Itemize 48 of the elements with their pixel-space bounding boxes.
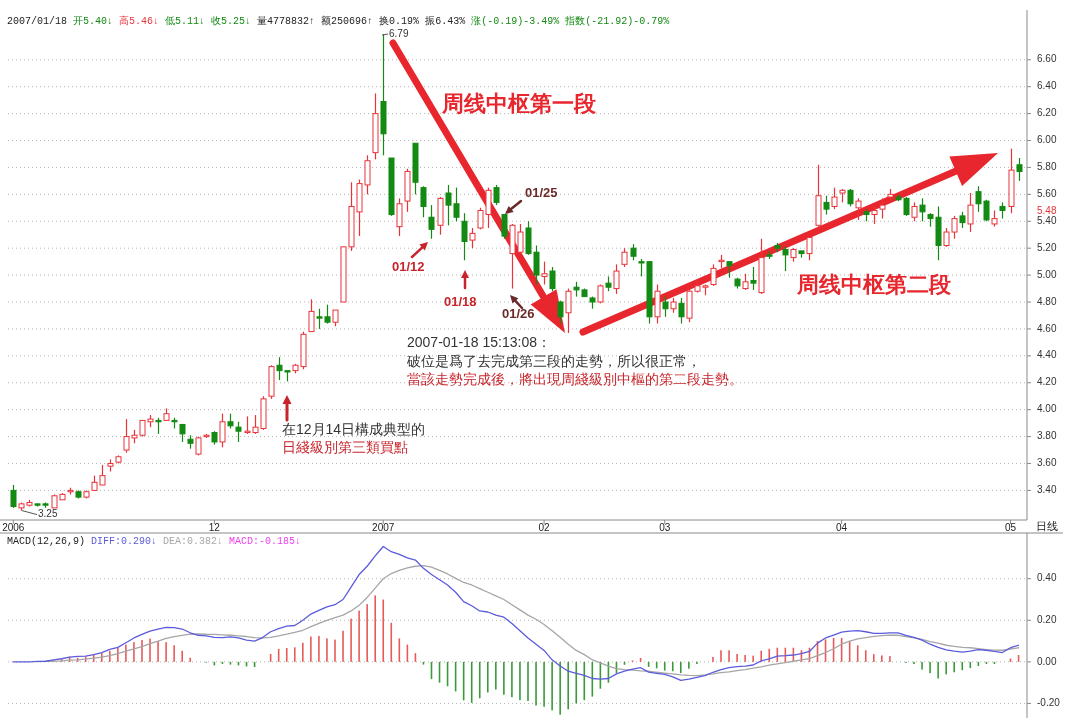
annotation: 01/18 [444, 294, 477, 310]
y-tick-label: 4.80 [1037, 295, 1057, 307]
y-tick-label: 5.80 [1037, 161, 1057, 173]
title: MACD(12,26,9) [7, 535, 85, 547]
y-tick-label: 6.20 [1037, 107, 1057, 119]
y-tick-label: 3.60 [1037, 457, 1057, 469]
x-tick-label: 05 [1004, 521, 1017, 533]
legend-item: DIFF:0.290↓ [91, 535, 158, 547]
y-tick-label: -0.20 [1037, 697, 1060, 709]
x-tick-label: 12 [208, 521, 220, 533]
y-tick-label: 6.60 [1037, 53, 1057, 65]
y-tick-label: 0.20 [1037, 613, 1057, 625]
annotation: 5.48 [1037, 204, 1057, 216]
y-tick-label: 0.00 [1037, 655, 1057, 667]
annotation: 01/12 [392, 259, 425, 275]
y-tick-label: 4.20 [1037, 376, 1057, 388]
y-tick-label: 4.00 [1037, 403, 1057, 415]
x-tick-label: 03 [659, 521, 671, 533]
y-tick-label: 6.00 [1037, 134, 1057, 146]
annotation: 破位是爲了去完成第三段的走勢，所以很正常， [407, 352, 701, 369]
annotation: MACD:-0.185↓ [229, 535, 302, 547]
annotation: 01/26 [502, 306, 535, 322]
y-tick-label: 3.40 [1037, 484, 1057, 496]
annotation: 周线中枢第二段 [797, 271, 951, 297]
annotation: 日线 [1036, 519, 1058, 532]
annotation: 周线中枢第一段 [442, 90, 596, 116]
x-tick-label: 04 [836, 521, 848, 533]
x-tick-label: 2007 [372, 521, 395, 533]
subtitle: 2007/01/18 开5.40↓ 高5.46↓ 低5.11↓ 收5.25↓ 量4778832↑ 额250696↑ 换0.19% 振6.43% 涨(-0.19)-3.49% 指数(-21.92)-0.79% [7, 15, 670, 27]
annotation: 當該走勢完成後，將出現周綫級別中樞的第二段走勢。 [407, 370, 743, 387]
y-tick-label: 4.40 [1037, 349, 1057, 361]
y-tick-label: 5.60 [1037, 188, 1057, 199]
annotation: 01/25 [525, 185, 558, 201]
y-tick-label: 0.40 [1037, 572, 1057, 584]
annotation: 日綫級別第三類買點 [282, 438, 408, 455]
y-tick-label: 5.20 [1037, 241, 1057, 253]
y-tick-label: 6.40 [1037, 80, 1057, 92]
x-tick-label: 2006 [2, 521, 25, 533]
y-tick-label: 5.40 [1037, 214, 1057, 226]
x-tick-label: 02 [538, 521, 550, 533]
annotation: 6.79 [389, 27, 409, 39]
annotation: 在12月14日構成典型的 [282, 420, 426, 437]
annotation: 2007-01-18 15:13:08： [407, 333, 551, 350]
legend-item: DEA:0.382↓ [163, 535, 224, 547]
annotation: 3.25 [38, 508, 58, 520]
y-tick-label: 5.00 [1037, 268, 1057, 280]
y-tick-label: 3.80 [1037, 430, 1057, 442]
y-tick-label: 4.60 [1037, 322, 1057, 334]
